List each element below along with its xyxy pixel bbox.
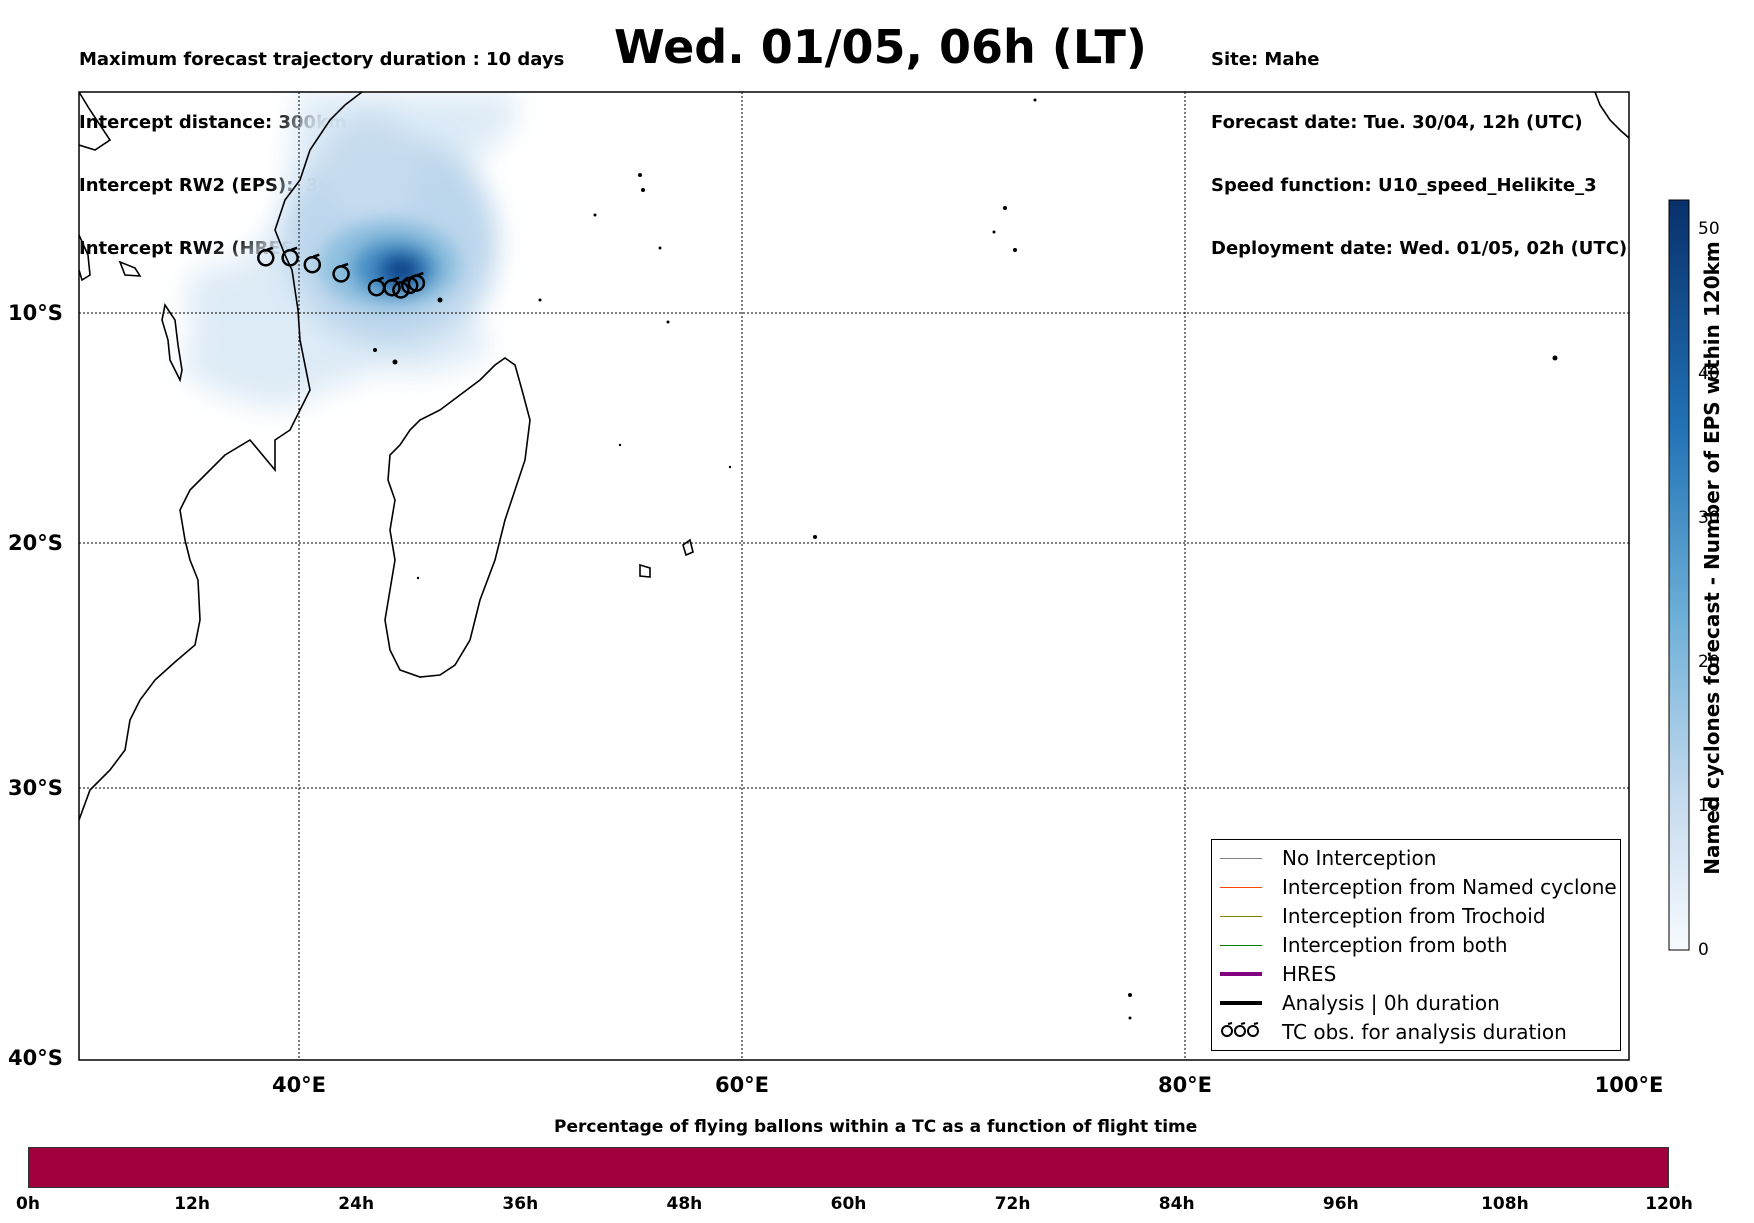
pct-bar-title: Percentage of flying ballons within a TC… [554, 1117, 1198, 1137]
map-plot-area [79, 92, 1629, 1060]
map-legend: No Interception Interception from Named … [1211, 839, 1621, 1051]
tc-obs-marker [332, 262, 350, 283]
legend-label: Interception from both [1282, 933, 1508, 957]
eps-density-field [180, 92, 515, 410]
legend-label: Analysis | 0h duration [1282, 991, 1500, 1015]
x-tick-label: 60°E [714, 1073, 770, 1097]
colorbar-tick: 10 [1698, 796, 1720, 816]
y-tick-label: 20°S [8, 531, 63, 555]
pct-bar-tick: 72h [994, 1194, 1031, 1214]
tc-obs-marker [281, 246, 299, 267]
tc-obs-marker [257, 246, 275, 267]
legend-label: No Interception [1282, 846, 1437, 870]
pct-bar-tick: 120h [1645, 1194, 1693, 1214]
legend-item: No Interception [1220, 846, 1436, 870]
y-tick-label: 30°S [8, 776, 63, 800]
pct-bar-tick: 36h [502, 1194, 539, 1214]
legend-item: Interception from Named cyclone [1220, 875, 1617, 899]
legend-swatch [1220, 1001, 1262, 1005]
africa-north-coast [79, 92, 112, 151]
legend-label: Interception from Trochoid [1282, 904, 1546, 928]
map-frame [78, 91, 1630, 1061]
pct-bar-tick: 24h [338, 1194, 375, 1214]
pct-bar [28, 1147, 1669, 1188]
tc-obs-marker [383, 276, 401, 297]
graticule [79, 92, 1629, 1060]
pct-bar-tick: 48h [666, 1194, 703, 1214]
legend-item: TC obs. for analysis duration [1220, 1020, 1567, 1044]
lake-victoria [118, 260, 142, 277]
tc-obs-marker [407, 271, 426, 292]
x-tick-label: 40°E [271, 1073, 327, 1097]
legend-swatch [1220, 886, 1262, 888]
madagascar [384, 357, 531, 678]
legend-label: Interception from Named cyclone [1282, 875, 1617, 899]
ne-coast-fragment [1594, 92, 1629, 139]
pct-bar-tick: 0h [16, 1194, 40, 1214]
y-tick-label: 40°S [8, 1046, 63, 1070]
header-line: Site: Mahe [1211, 49, 1320, 70]
pct-bar-tick: 12h [174, 1194, 210, 1214]
legend-swatch [1220, 944, 1262, 946]
colorbar-tick: 40 [1698, 364, 1720, 384]
map-title: Wed. 01/05, 06h (LT) [614, 20, 1147, 74]
tc-symbol-icon [1220, 1020, 1262, 1044]
coastlines [79, 92, 1629, 821]
pct-bar-tick: 60h [830, 1194, 867, 1214]
reunion-island [682, 538, 694, 557]
colorbar-label: Named cyclones forecast - Number of EPS … [1700, 241, 1724, 875]
legend-item: Interception from both [1220, 933, 1508, 957]
legend-item: Analysis | 0h duration [1220, 991, 1500, 1015]
legend-swatch [1220, 857, 1262, 859]
header-line: Speed function: U10_speed_Helikite_3 [1211, 175, 1597, 196]
lake-malawi [161, 302, 183, 383]
tc-obs-marker [303, 253, 322, 274]
legend-label: TC obs. for analysis duration [1282, 1020, 1567, 1044]
header-line: Deployment date: Wed. 01/05, 02h (UTC) [1211, 238, 1628, 259]
legend-swatch [1220, 915, 1262, 917]
legend-item: Interception from Trochoid [1220, 904, 1546, 928]
pct-bar-tick: 108h [1481, 1194, 1529, 1214]
tc-observation-markers [257, 246, 426, 299]
colorbar-tick: 50 [1698, 219, 1720, 239]
header-line: Maximum forecast trajectory duration : 1… [79, 49, 565, 70]
header-right-info: Site: Mahe Forecast date: Tue. 30/04, 12… [1211, 7, 1627, 280]
legend-swatch [1220, 972, 1262, 976]
africa-east-coast [79, 92, 363, 821]
x-tick-label: 100°E [1594, 1073, 1664, 1097]
x-tick-label: 80°E [1157, 1073, 1213, 1097]
colorbar-tick: 0 [1698, 940, 1709, 960]
pct-bar-tick: 84h [1158, 1194, 1195, 1214]
mozambique-channel-island [639, 563, 651, 578]
pct-bar-tick: 96h [1322, 1194, 1359, 1214]
y-tick-label: 10°S [8, 301, 63, 325]
colorbar-tick: 20 [1698, 652, 1720, 672]
legend-label: HRES [1282, 962, 1337, 986]
small-islands [373, 98, 1558, 1020]
legend-item: HRES [1220, 962, 1336, 986]
header-line: Forecast date: Tue. 30/04, 12h (UTC) [1211, 112, 1583, 133]
colorbar-tick: 30 [1698, 508, 1720, 528]
colorbar [1668, 199, 1690, 951]
lake-tanganyika [79, 234, 91, 282]
